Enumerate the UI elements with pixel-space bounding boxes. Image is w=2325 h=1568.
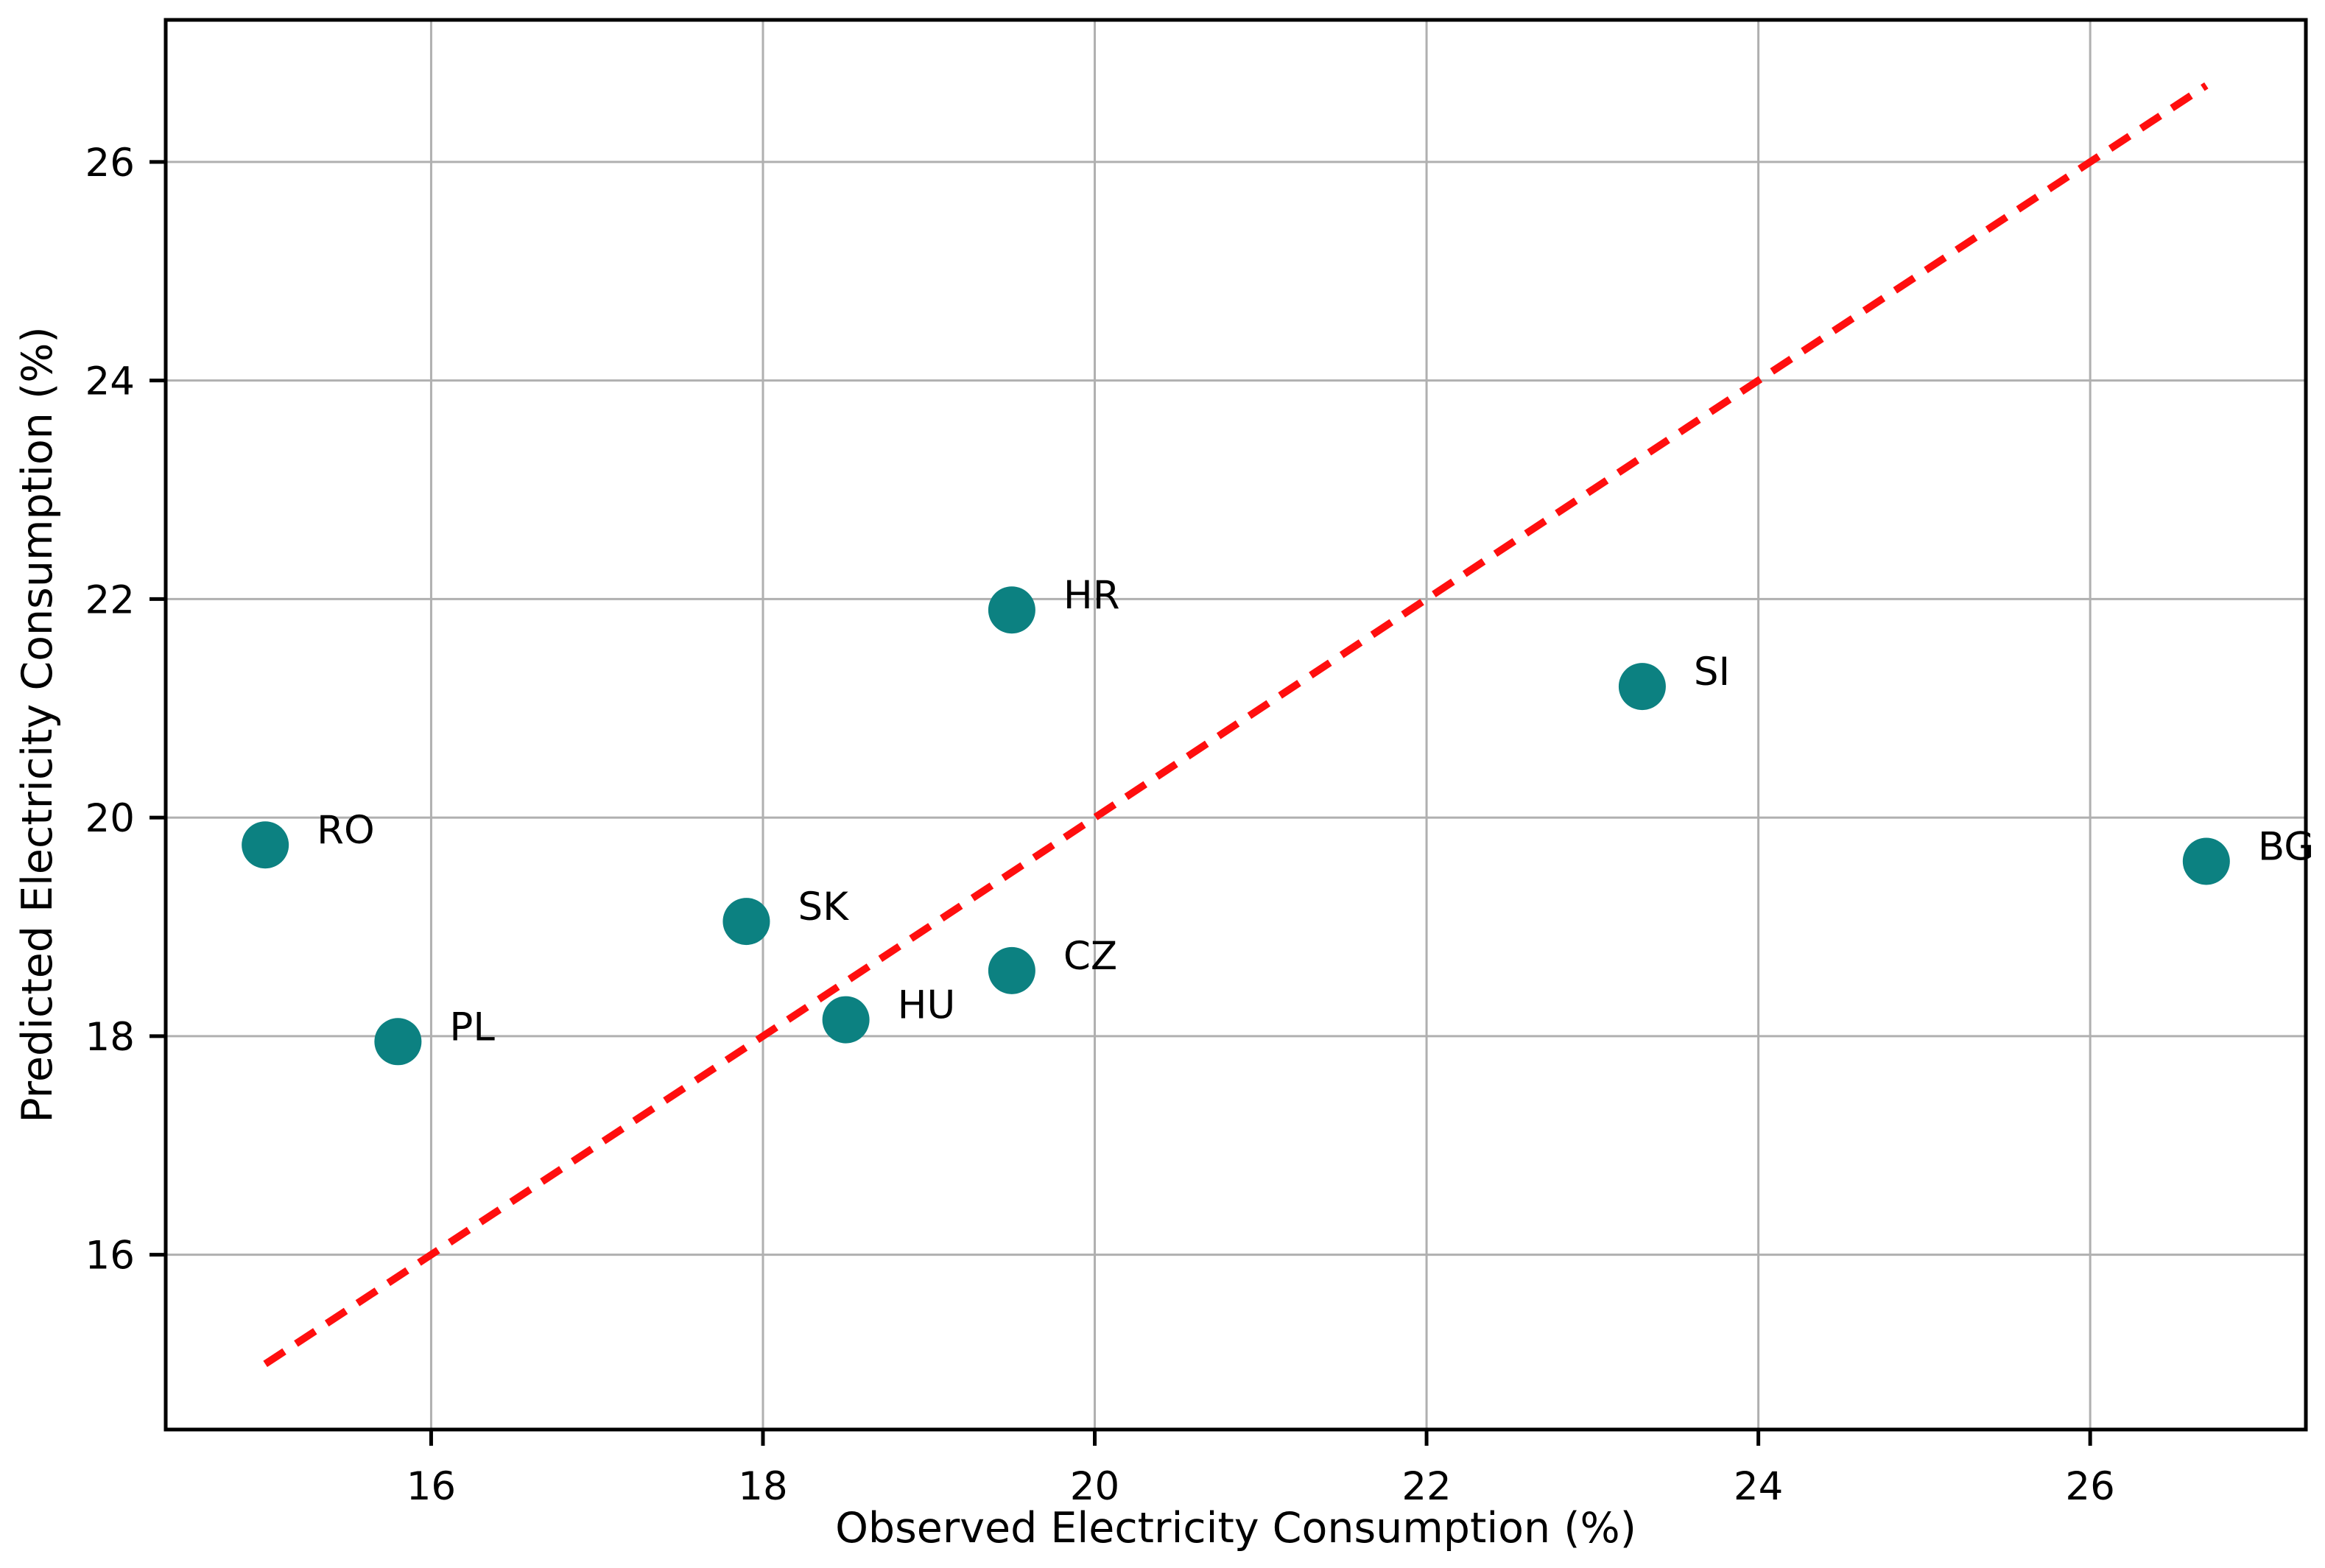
- x-tick-label: 26: [2065, 1464, 2114, 1509]
- identity-line: [263, 82, 2209, 1368]
- x-tick-label: 24: [1734, 1464, 1783, 1509]
- x-tick-label: 20: [1070, 1464, 1119, 1509]
- data-point-SK: [722, 898, 770, 946]
- data-point-SI: [1618, 663, 1666, 711]
- point-label-SK: SK: [798, 885, 849, 929]
- y-tick-label: 24: [85, 359, 135, 404]
- x-tick-label: 18: [738, 1464, 787, 1509]
- data-point-RO: [242, 821, 289, 869]
- x-axis-title: Observed Electricity Consumption (%): [835, 1504, 1636, 1553]
- data-point-CZ: [988, 946, 1035, 994]
- y-tick-label: 18: [85, 1015, 135, 1060]
- point-label-CZ: CZ: [1063, 934, 1117, 979]
- y-axis-title: Predicted Electricity Consumption (%): [13, 326, 62, 1123]
- data-point-HU: [822, 996, 870, 1044]
- data-point-PL: [374, 1018, 422, 1066]
- point-label-HR: HR: [1063, 573, 1120, 618]
- point-label-BG: BG: [2258, 824, 2315, 869]
- x-tick-label: 22: [1401, 1464, 1451, 1509]
- data-point-HR: [988, 586, 1035, 634]
- point-label-PL: PL: [449, 1005, 495, 1050]
- plot-border: [163, 18, 2308, 1432]
- point-label-SI: SI: [1694, 650, 1730, 695]
- y-tick-label: 26: [85, 141, 135, 186]
- point-label-HU: HU: [898, 983, 956, 1028]
- data-point-BG: [2182, 837, 2230, 885]
- y-tick-label: 22: [85, 577, 135, 622]
- y-tick-label: 20: [85, 796, 135, 841]
- point-label-RO: RO: [317, 808, 375, 853]
- x-tick-label: 16: [407, 1464, 456, 1509]
- y-tick-label: 16: [85, 1234, 135, 1279]
